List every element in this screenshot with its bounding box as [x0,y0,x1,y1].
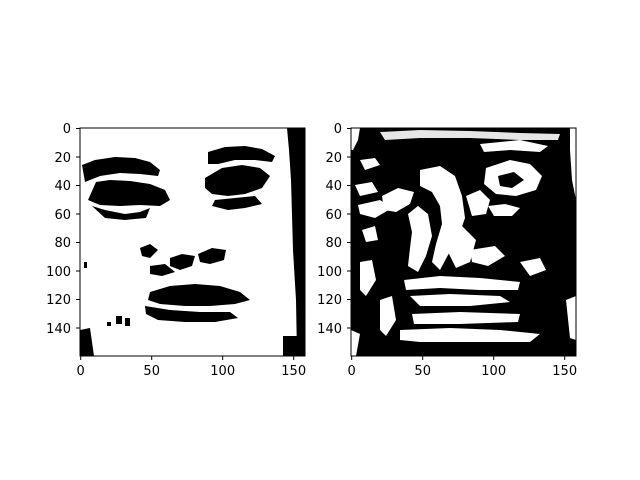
left-xtick-0: 0 [77,364,85,379]
right-ytick-120: 120 [317,293,342,308]
right-ytick-20: 20 [325,151,342,166]
left-ytick-140: 140 [46,322,71,337]
left-xtick-100: 100 [210,364,235,379]
left-ytick-40: 40 [54,179,71,194]
right-xtick-50: 50 [414,364,431,379]
left-xtick-150: 150 [281,364,306,379]
right-ytick-40: 40 [325,179,342,194]
right-xtick-0: 0 [348,364,356,379]
left-ytick-0: 0 [63,122,71,137]
right-xtick-150: 150 [552,364,577,379]
right-xtick-100: 100 [481,364,506,379]
left-ytick-60: 60 [54,208,71,223]
right-ytick-60: 60 [325,208,342,223]
right-y-axis: 0 20 40 60 80 100 120 140 [317,122,351,337]
left-ytick-120: 120 [46,293,71,308]
left-panel: 0 20 40 60 80 100 120 140 0 50 100 150 [46,122,306,379]
left-ytick-20: 20 [54,151,71,166]
left-y-axis: 0 20 40 60 80 100 120 140 [46,122,80,337]
left-image [80,128,305,356]
right-panel: 0 20 40 60 80 100 120 140 0 50 100 150 [317,122,577,379]
left-ytick-80: 80 [54,236,71,251]
left-xtick-50: 50 [143,364,160,379]
right-ytick-80: 80 [325,236,342,251]
right-x-axis: 0 50 100 150 [348,356,577,379]
right-ytick-100: 100 [317,265,342,280]
left-x-axis: 0 50 100 150 [77,356,306,379]
right-image [351,128,576,356]
right-ytick-140: 140 [317,322,342,337]
right-ytick-0: 0 [334,122,342,137]
left-ytick-100: 100 [46,265,71,280]
